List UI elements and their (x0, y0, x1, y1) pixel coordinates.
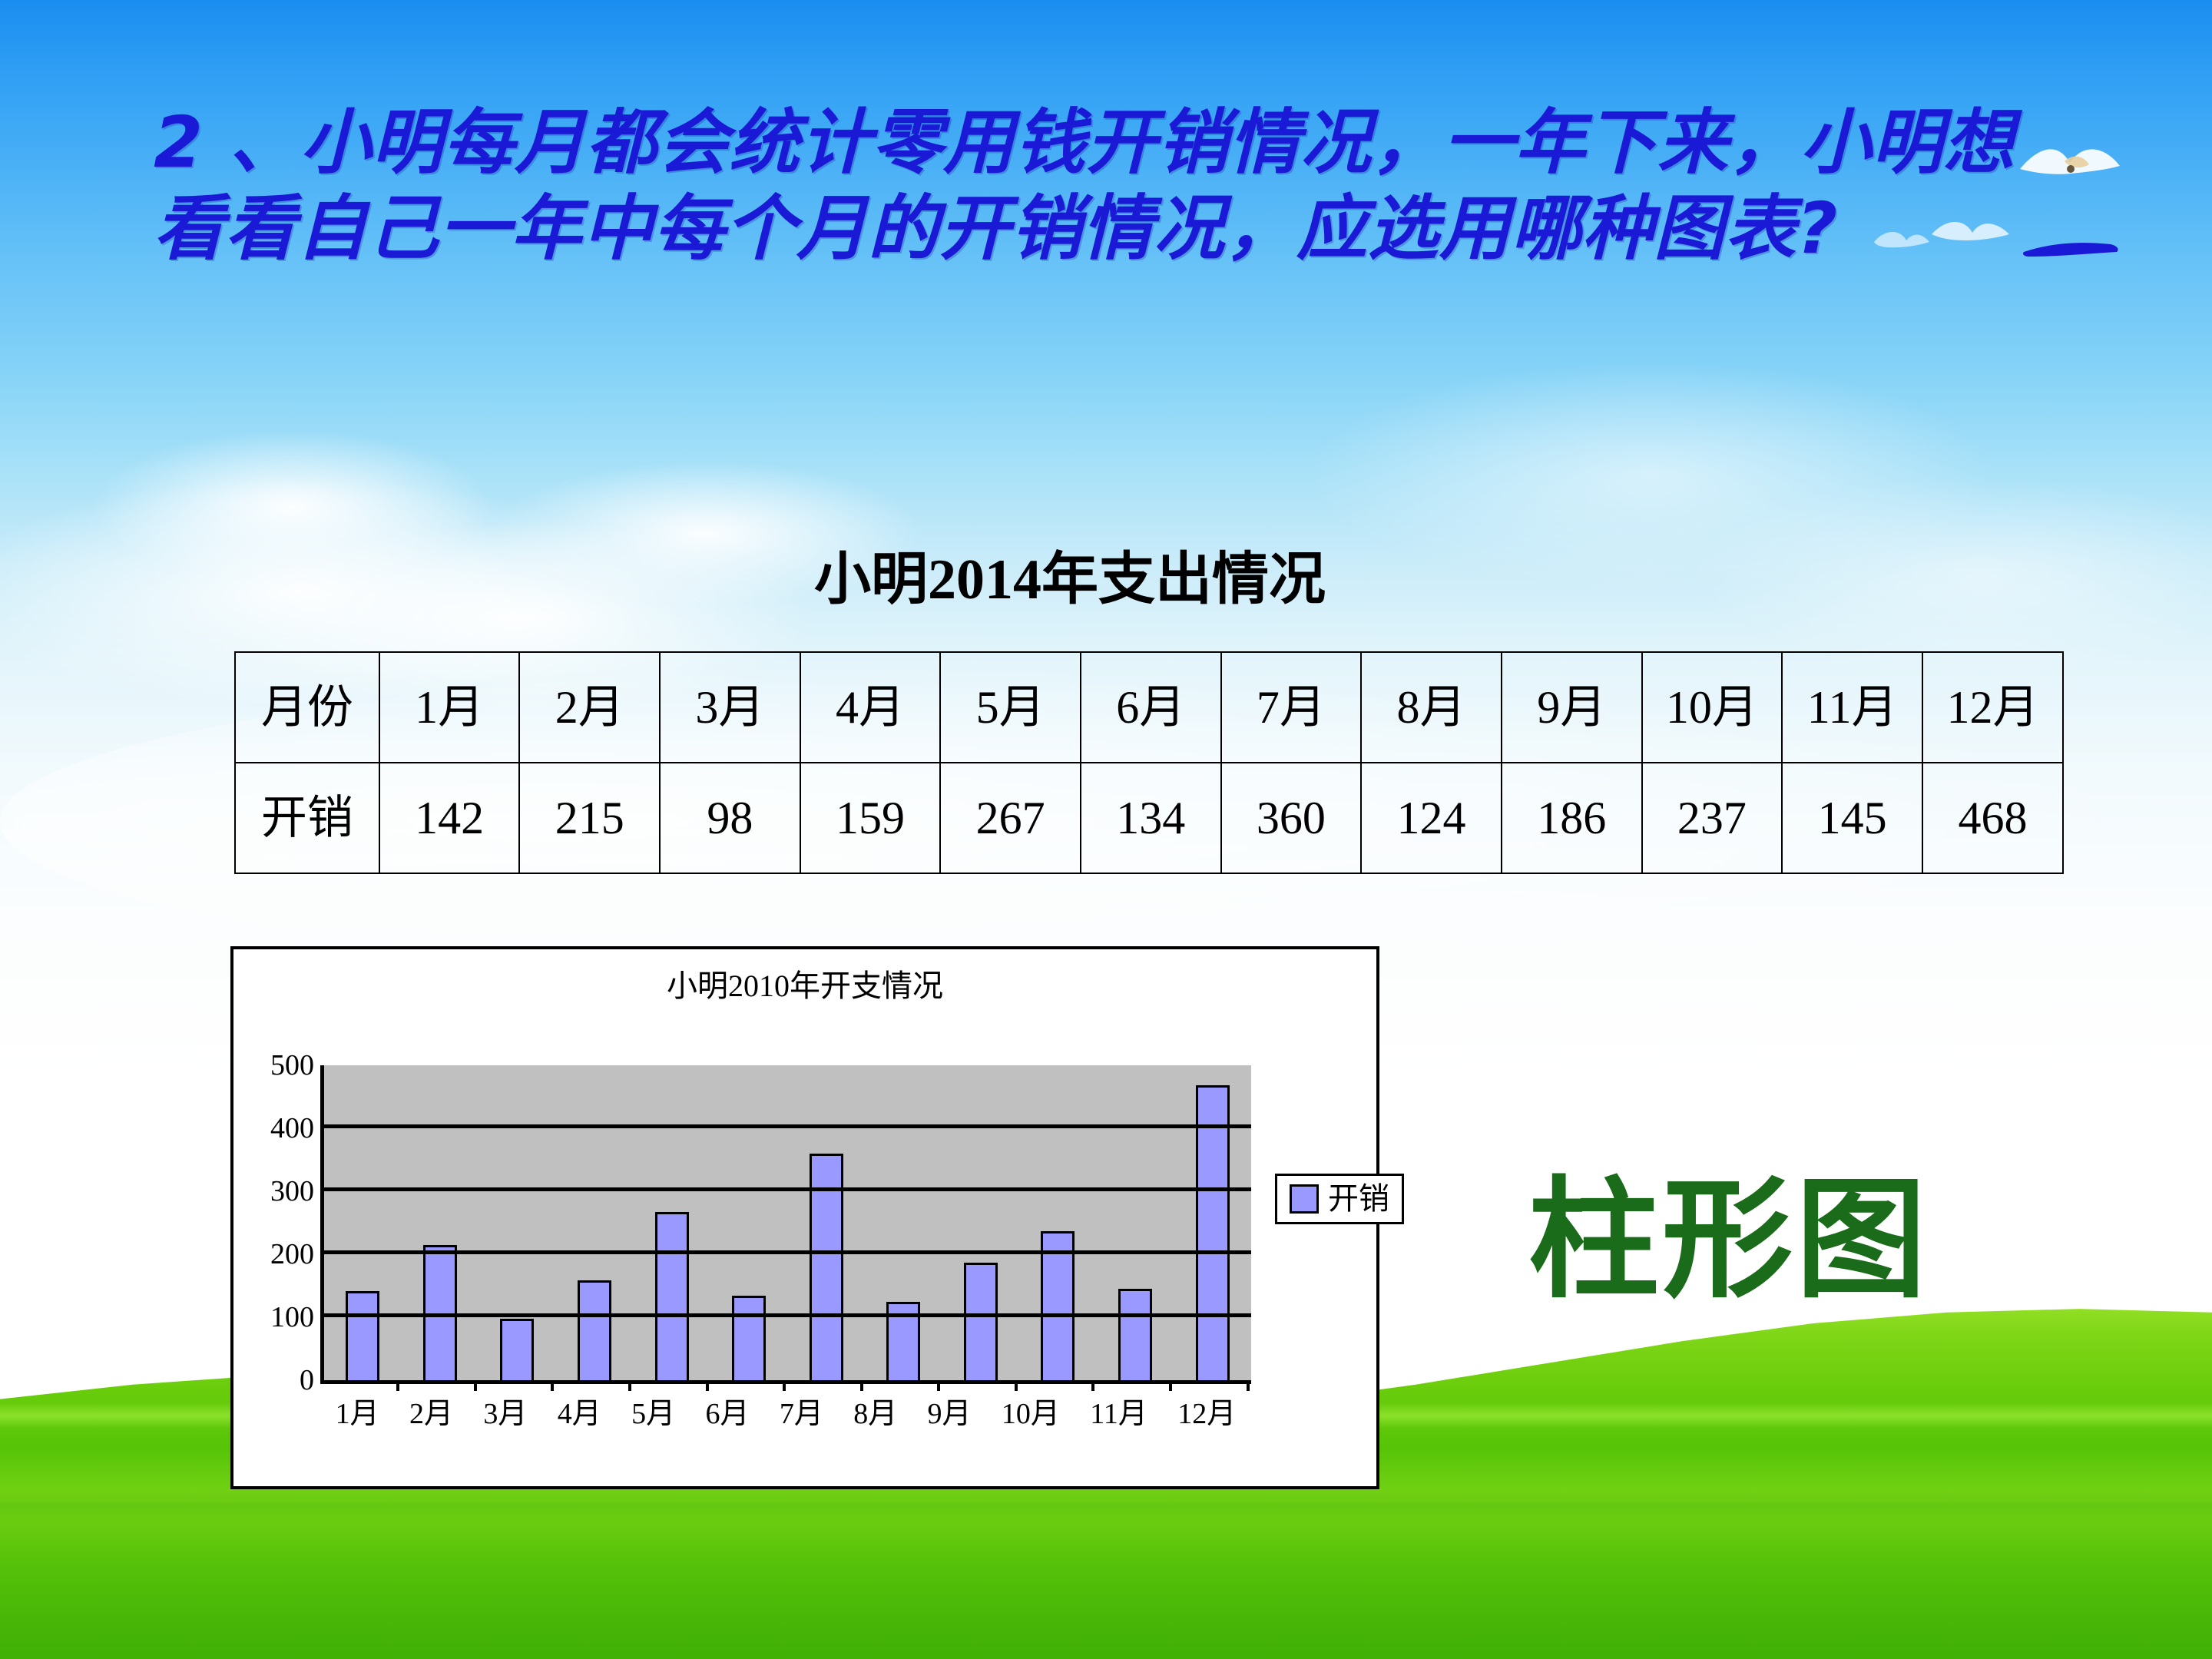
chart-x-tick-mark (1091, 1380, 1095, 1391)
chart-y-tick-label: 0 (300, 1364, 314, 1396)
table-cell-month: 8月 (1360, 651, 1502, 763)
chart-plot-area (320, 1065, 1251, 1391)
chart-x-tick-label: 4月 (557, 1398, 601, 1430)
chart-bar-slot (886, 1065, 941, 1391)
table-cell-month: 7月 (1220, 651, 1363, 763)
answer-label: 柱形图 (1528, 1164, 1930, 1316)
chart-x-tick-label: 11月 (1090, 1398, 1147, 1430)
chart-x-tick-label: 5月 (631, 1398, 676, 1430)
chart-bar-slot (422, 1065, 477, 1391)
table-cell-month: 4月 (799, 651, 942, 763)
chart-gridline (324, 1187, 1251, 1191)
table-cell-month: 9月 (1500, 651, 1643, 763)
chart-gridline (324, 1250, 1251, 1254)
chart-x-tick-label: 8月 (853, 1398, 898, 1430)
chart-x-tick-mark (396, 1380, 400, 1391)
chart-x-tick-label: 10月 (1001, 1398, 1060, 1430)
chart-bar (1118, 1289, 1153, 1380)
chart-bar (1041, 1230, 1075, 1380)
table-cell-month: 1月 (378, 651, 521, 763)
table-cell-month: 11月 (1781, 651, 1924, 763)
chart-bar (654, 1212, 689, 1380)
chart-bar-slot (1118, 1065, 1173, 1391)
chart-x-tick-mark (628, 1380, 632, 1391)
chart-x-tick-label: 1月 (335, 1398, 379, 1430)
chart-title: 小明2010年开支情况 (667, 969, 943, 1003)
table-row-expenses: 开销 142 215 98 159 267 134 360 124 186 23… (234, 762, 2064, 874)
chart-x-tick-mark (1246, 1380, 1250, 1391)
expense-data-table: 月份 1月 2月 3月 4月 5月 6月 7月 8月 9月 10月 11月 12… (234, 651, 2064, 874)
table-cell-month: 5月 (939, 651, 1081, 763)
table-cell-expense: 186 (1500, 762, 1643, 874)
chart-bar-slot (578, 1065, 632, 1391)
chart-bar-slot (346, 1065, 400, 1391)
chart-bar (1195, 1085, 1230, 1380)
chart-bar-slot (732, 1065, 786, 1391)
chart-x-tick-mark (1169, 1380, 1173, 1391)
chart-bar (809, 1153, 843, 1380)
table-cell-expense: 124 (1360, 762, 1502, 874)
chart-bar (500, 1318, 535, 1380)
chart-legend: 开销 (1275, 1174, 1404, 1224)
table-header-month: 月份 (234, 651, 380, 763)
chart-bar (578, 1280, 612, 1380)
table-row-months: 月份 1月 2月 3月 4月 5月 6月 7月 8月 9月 10月 11月 12… (234, 651, 2064, 763)
chart-bar-slot (1041, 1065, 1095, 1391)
table-cell-expense: 215 (518, 762, 661, 874)
chart-y-tick-label: 100 (270, 1301, 314, 1333)
chart-x-tick-label: 9月 (927, 1398, 972, 1430)
chart-x-tick-mark (551, 1380, 555, 1391)
table-cell-month: 10月 (1641, 651, 1783, 763)
chart-y-axis: 500 400 300 200 100 0 (233, 1051, 314, 1395)
chart-y-tick-label: 400 (270, 1112, 314, 1144)
table-cell-expense: 134 (1079, 762, 1222, 874)
chart-gridline (324, 1313, 1251, 1317)
table-cell-month: 12月 (1922, 651, 2064, 763)
chart-bar-slot (963, 1065, 1018, 1391)
question-text: 2 、小明每月都会统计零用钱开销情况，一年下来，小明想看看自己一年中每个月的开销… (154, 101, 2015, 270)
chart-x-tick-mark (937, 1380, 941, 1391)
table-cell-expense: 159 (799, 762, 942, 874)
table-cell-expense: 360 (1220, 762, 1363, 874)
chart-bar (346, 1290, 380, 1380)
table-cell-expense: 98 (659, 762, 801, 874)
chart-bar-slot (809, 1065, 863, 1391)
chart-bar (963, 1263, 998, 1380)
chart-x-tick-mark (783, 1380, 786, 1391)
table-cell-month: 2月 (518, 651, 661, 763)
chart-x-tick-mark (705, 1380, 709, 1391)
chart-bar-slot (500, 1065, 555, 1391)
table-cell-expense: 267 (939, 762, 1081, 874)
table-title: 小明2014年支出情况 (814, 548, 1326, 611)
chart-x-tick-mark (1014, 1380, 1018, 1391)
chart-y-tick-label: 500 (270, 1049, 314, 1081)
chart-x-tick-label: 3月 (483, 1398, 528, 1430)
chart-x-tick-mark (859, 1380, 863, 1391)
table-cell-expense: 142 (378, 762, 521, 874)
chart-x-tick-mark (473, 1380, 477, 1391)
bar-chart-panel: 小明2010年开支情况 500 400 300 200 100 0 1月 2月 3月 4月 5月 6… (230, 946, 1404, 1489)
legend-swatch-icon (1290, 1184, 1319, 1214)
legend-label: 开销 (1328, 1181, 1389, 1216)
table-header-expense: 开销 (234, 762, 380, 874)
chart-y-tick-label: 300 (270, 1175, 314, 1207)
chart-x-tick-label: 6月 (705, 1398, 750, 1430)
chart-bar (732, 1296, 767, 1380)
chart-bar (422, 1244, 457, 1380)
table-cell-month: 6月 (1079, 651, 1222, 763)
table-cell-expense: 145 (1781, 762, 1924, 874)
chart-x-tick-label: 12月 (1177, 1398, 1237, 1430)
chart-bar-slot (1195, 1065, 1250, 1391)
chart-gridline (324, 1124, 1251, 1128)
chart-x-axis: 1月 2月 3月 4月 5月 6月 7月 8月 9月 10月 11月 12月 (320, 1399, 1251, 1429)
chart-bar-slot (654, 1065, 709, 1391)
chart-x-tick-label: 2月 (409, 1398, 454, 1430)
table-cell-month: 3月 (659, 651, 801, 763)
chart-bars (324, 1065, 1251, 1391)
chart-x-tick-label: 7月 (779, 1398, 823, 1430)
table-cell-expense: 237 (1641, 762, 1783, 874)
chart-y-tick-label: 200 (270, 1238, 314, 1270)
table-cell-expense: 468 (1922, 762, 2064, 874)
